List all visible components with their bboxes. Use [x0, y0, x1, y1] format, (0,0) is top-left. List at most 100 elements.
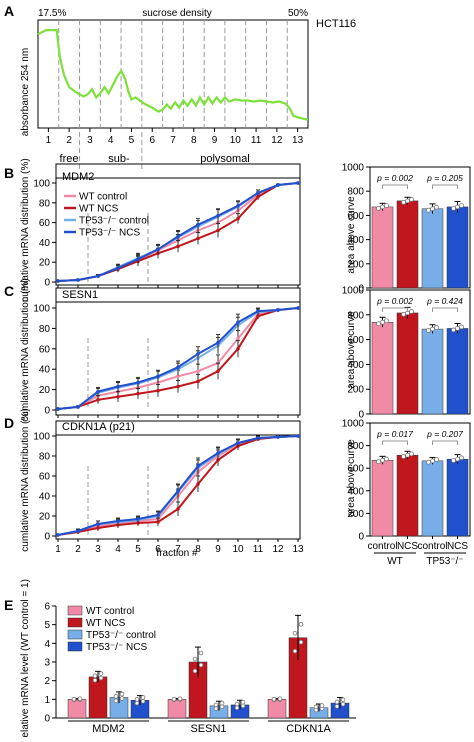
series-point — [276, 183, 280, 187]
group-label: WT — [387, 556, 403, 567]
x-tick-label: 4 — [115, 544, 121, 555]
absorbance-ylabel: absorbance 254 nm — [20, 48, 31, 136]
replicate-dot — [455, 204, 460, 210]
replicate-dot — [177, 696, 183, 702]
replicate-dot — [98, 675, 104, 681]
bar-panel-frame — [369, 289, 471, 415]
y-tick-label: 100 — [33, 179, 50, 190]
y-tick-label: 4 — [44, 639, 50, 650]
legend-label: TP53⁻/⁻ NCS — [86, 642, 147, 653]
legend-swatch — [67, 617, 83, 628]
series-point — [196, 379, 200, 384]
cumulative-ylabel-d: cumlative mRNA distribution (%) — [20, 408, 31, 551]
region-free: free — [60, 153, 79, 165]
replicate-dot — [459, 455, 464, 461]
legend-label: WT control — [86, 606, 134, 617]
bar-ylabel-d: area above curve — [346, 439, 357, 517]
replicate-dot — [434, 457, 439, 462]
fraction-number-label: 11 — [251, 135, 262, 146]
x-tick-label: 11 — [253, 544, 264, 555]
series-point — [216, 213, 220, 218]
replicate-dot — [376, 321, 381, 327]
series-point — [196, 352, 200, 356]
legend-label: TP53⁻/⁻ control — [79, 216, 149, 227]
y-tick-label: 0 — [44, 714, 50, 725]
y-tick-label: 400 — [347, 235, 364, 246]
p-value-label: p = 0.205 — [426, 173, 463, 183]
series-point — [196, 236, 200, 241]
series-point — [176, 244, 180, 249]
series-point — [176, 365, 180, 369]
x-tick-label: 7 — [175, 544, 181, 555]
bar — [67, 699, 87, 719]
x-tick-label: 13 — [292, 544, 304, 555]
series-point — [116, 266, 120, 270]
series-point — [196, 369, 200, 374]
x-tick-label: 2 — [75, 544, 81, 555]
significance-bracket — [382, 184, 408, 189]
series-point — [236, 320, 240, 325]
relative-ylabel: relative mRNA level (WT control = 1) — [20, 579, 31, 737]
y-tick-label: 0 — [358, 532, 364, 543]
x-tick-label: 1 — [55, 544, 61, 555]
bar — [446, 458, 469, 537]
replicate-dot — [334, 704, 340, 709]
cumulative-ylabel-b: cumlative mRNA distribution (%) — [20, 158, 31, 301]
replicate-dot — [298, 639, 304, 645]
fraction-number-label: 8 — [191, 135, 197, 146]
gene-label-d: CDKN1A (p21) — [62, 421, 135, 433]
series-point — [176, 507, 180, 511]
legend-label: WT control — [79, 192, 127, 203]
legend-swatch — [67, 629, 83, 640]
series-point — [236, 216, 240, 221]
replicate-dot — [401, 199, 406, 205]
legend-label: TP53⁻/⁻ control — [86, 630, 156, 641]
bar — [167, 699, 187, 719]
replicate-dot — [409, 451, 414, 457]
replicate-dot — [240, 699, 246, 705]
panel-letter-b: B — [4, 165, 14, 181]
y-tick-label: 600 — [347, 335, 364, 346]
y-tick-label: 1000 — [342, 286, 365, 297]
replicate-dot — [451, 205, 456, 211]
series-point — [96, 526, 100, 530]
y-tick-label: 600 — [347, 211, 364, 222]
bar-panel-frame — [369, 422, 471, 537]
y-tick-label: 1000 — [342, 163, 365, 174]
replicate-dot — [334, 699, 340, 705]
bar-panel-frame — [369, 166, 471, 289]
y-tick-label: 200 — [347, 385, 364, 396]
replicate-dot — [192, 656, 198, 662]
fraction-number-label: 1 — [46, 135, 52, 146]
series-point — [76, 405, 80, 409]
x-tick-label: 10 — [232, 544, 244, 555]
replicate-dot — [134, 697, 140, 702]
series-point — [96, 274, 100, 278]
series-point — [256, 191, 260, 195]
replicate-dot — [298, 621, 304, 627]
y-tick-label: 400 — [347, 360, 364, 371]
replicate-dot — [409, 309, 414, 314]
gene-label-c: SESN1 — [62, 289, 98, 301]
replicate-dot — [459, 324, 464, 330]
replicate-dot — [77, 696, 83, 702]
bar-ylabel-b: area above curve — [346, 196, 357, 274]
replicate-dot — [434, 204, 439, 210]
series-point — [256, 309, 260, 313]
replicate-dot — [376, 205, 381, 211]
series-point — [156, 520, 160, 524]
series-point — [216, 340, 220, 345]
y-tick-label: 800 — [347, 187, 364, 198]
series-point — [256, 314, 260, 318]
series-point — [96, 398, 100, 402]
bar — [421, 208, 444, 289]
replicate-dot — [434, 325, 439, 330]
absorbance-trace — [37, 29, 309, 121]
fraction-number-label: 2 — [66, 135, 72, 146]
replicate-dot — [113, 694, 119, 699]
bar — [371, 206, 394, 289]
series-point — [196, 464, 200, 468]
replicate-dot — [119, 696, 125, 701]
series-point — [176, 374, 180, 379]
